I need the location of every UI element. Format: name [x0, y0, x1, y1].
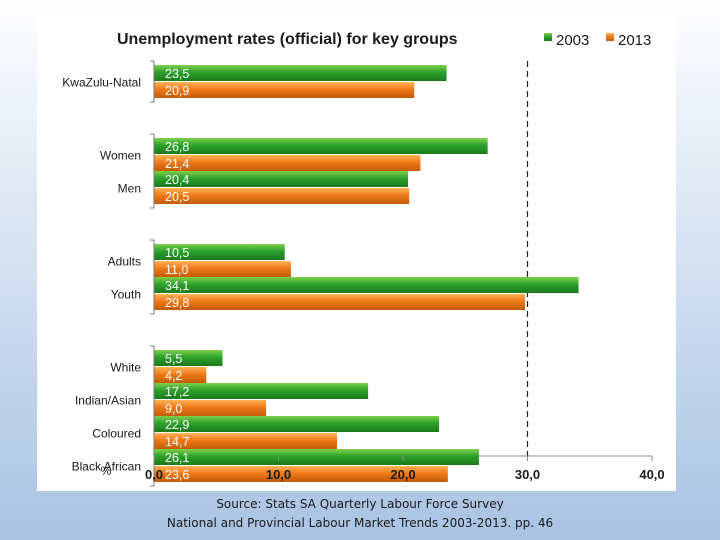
bar-2013-kwazulu-natal — [154, 82, 415, 98]
legend-label-2003: 2003 — [556, 32, 589, 49]
category-label-women: Women — [100, 149, 141, 163]
bar-2013-black-african — [154, 466, 448, 482]
x-axis-label: % — [101, 464, 112, 478]
category-label-white: White — [110, 361, 141, 375]
value-label-2013-coloured: 14,7 — [165, 435, 189, 449]
bar-2013-adults — [154, 261, 291, 277]
category-label-black-african: Black African — [72, 460, 141, 474]
category-label-adults: Adults — [108, 255, 141, 269]
value-label-2003-youth: 34,1 — [165, 279, 189, 293]
x-tick-label-0: 0,0 — [145, 467, 163, 482]
legend-swatch-2013 — [606, 33, 614, 41]
value-label-2013-adults: 11,0 — [165, 263, 188, 277]
x-tick-label-1: 10,0 — [266, 467, 291, 482]
category-label-kwazulu-natal: KwaZulu-Natal — [62, 76, 141, 90]
bar-2013-men — [154, 188, 410, 204]
axis: KwaZulu-Natal Women Men Adults Youth White Ind… — [62, 60, 665, 487]
value-label-2013-women: 21,4 — [165, 157, 189, 171]
value-label-2003-adults: 10,5 — [165, 246, 189, 260]
x-tick-label-4: 40,0 — [639, 467, 664, 482]
bar-2003-white — [154, 350, 223, 366]
legend: 2003 2013 — [544, 32, 651, 49]
value-label-2003-kwazulu-natal: 23,5 — [165, 67, 189, 81]
bar-2013-youth — [154, 294, 526, 310]
bar-2013-women — [154, 155, 421, 171]
value-label-2003-black-african: 26,1 — [165, 451, 189, 465]
bar-2013-white — [154, 367, 207, 383]
bar-2003-adults — [154, 244, 285, 260]
bar-2013-indian-asian — [154, 400, 267, 416]
bar-2003-women — [154, 138, 488, 154]
chart-title: Unemployment rates (official) for key gr… — [117, 31, 458, 48]
source-line-1: Source: Stats SA Quarterly Labour Force … — [216, 497, 504, 511]
value-label-2003-men: 20,4 — [165, 173, 189, 187]
category-label-indian-asian: Indian/Asian — [75, 394, 141, 408]
bar-2003-men — [154, 171, 408, 187]
x-tick-label-3: 30,0 — [515, 467, 540, 482]
value-label-2013-black-african: 23,6 — [165, 468, 189, 482]
value-label-2003-women: 26,8 — [165, 140, 189, 154]
legend-label-2013: 2013 — [618, 32, 651, 49]
value-label-2013-indian-asian: 9,0 — [165, 402, 182, 416]
x-tick-label-2: 20,0 — [390, 467, 415, 482]
category-label-men: Men — [118, 182, 141, 196]
bar-2003-youth — [154, 277, 579, 293]
category-label-coloured: Coloured — [92, 427, 141, 441]
value-label-2003-indian-asian: 17,2 — [165, 385, 189, 399]
bar-2013-coloured — [154, 433, 338, 449]
bars: 23,5 20,9 26,8 21,4 20,4 20,5 10,5 11,0 34,1 29,8… — [154, 65, 579, 482]
value-label-2013-men: 20,5 — [165, 190, 189, 204]
bar-2003-coloured — [154, 416, 440, 432]
chart-panel: Unemployment rates (official) for key gr… — [37, 16, 676, 491]
bar-2003-black-african — [154, 449, 479, 465]
source-line-2: National and Provincial Labour Market Tr… — [166, 516, 554, 530]
legend-swatch-2003 — [544, 33, 552, 41]
unemployment-chart: Unemployment rates (official) for key gr… — [62, 31, 665, 487]
bar-2003-indian-asian — [154, 383, 369, 399]
value-label-2013-white: 4,2 — [165, 369, 182, 383]
category-label-youth: Youth — [111, 288, 141, 302]
value-label-2003-white: 5,5 — [165, 352, 182, 366]
bar-2003-kwazulu-natal — [154, 65, 447, 81]
value-label-2013-youth: 29,8 — [165, 296, 189, 310]
value-label-2013-kwazulu-natal: 20,9 — [165, 84, 189, 98]
value-label-2003-coloured: 22,9 — [165, 418, 189, 432]
